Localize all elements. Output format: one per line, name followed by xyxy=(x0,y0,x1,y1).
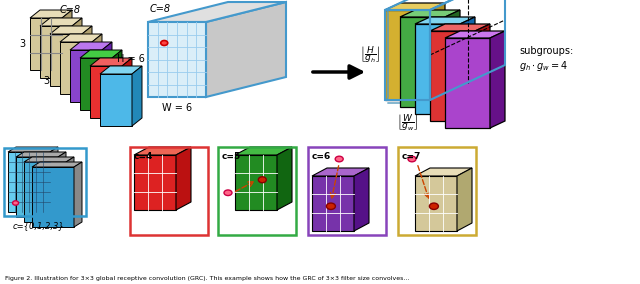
Polygon shape xyxy=(475,24,490,121)
Polygon shape xyxy=(70,50,102,102)
Polygon shape xyxy=(70,42,112,50)
Text: 3: 3 xyxy=(43,76,49,86)
Polygon shape xyxy=(400,10,460,17)
Polygon shape xyxy=(72,18,82,78)
Polygon shape xyxy=(312,168,369,176)
Text: $\left\lfloor \dfrac{H}{g_h} \right\rfloor$: $\left\lfloor \dfrac{H}{g_h} \right\rflo… xyxy=(360,45,380,65)
Polygon shape xyxy=(415,176,457,231)
Ellipse shape xyxy=(326,203,335,210)
Polygon shape xyxy=(32,162,82,167)
Ellipse shape xyxy=(408,156,416,162)
Text: W = 6: W = 6 xyxy=(162,103,192,113)
Polygon shape xyxy=(50,26,92,34)
Polygon shape xyxy=(457,168,472,231)
Ellipse shape xyxy=(13,201,19,205)
Text: c=6: c=6 xyxy=(312,152,332,161)
Polygon shape xyxy=(430,24,490,31)
Polygon shape xyxy=(102,42,112,102)
Text: $\left\lfloor \dfrac{W}{g_w} \right\rfloor$: $\left\lfloor \dfrac{W}{g_w} \right\rflo… xyxy=(397,112,418,133)
Polygon shape xyxy=(62,10,72,70)
Ellipse shape xyxy=(259,177,266,183)
Polygon shape xyxy=(40,18,82,26)
Polygon shape xyxy=(32,167,74,227)
Ellipse shape xyxy=(335,156,343,162)
Polygon shape xyxy=(16,152,66,157)
Polygon shape xyxy=(277,147,292,210)
Polygon shape xyxy=(460,17,475,114)
Text: c=4: c=4 xyxy=(134,152,154,161)
Polygon shape xyxy=(235,147,292,155)
Polygon shape xyxy=(445,31,505,38)
Polygon shape xyxy=(400,17,445,107)
Polygon shape xyxy=(50,147,58,212)
Text: c=5: c=5 xyxy=(222,152,241,161)
Polygon shape xyxy=(112,50,122,110)
Polygon shape xyxy=(24,162,66,222)
Ellipse shape xyxy=(161,41,168,45)
Polygon shape xyxy=(148,2,286,22)
Polygon shape xyxy=(132,66,142,126)
Text: H = 6: H = 6 xyxy=(117,55,145,64)
Text: c=7: c=7 xyxy=(402,152,421,161)
Polygon shape xyxy=(50,34,82,86)
Polygon shape xyxy=(354,168,369,231)
Polygon shape xyxy=(490,31,505,128)
Polygon shape xyxy=(80,58,112,110)
Polygon shape xyxy=(148,22,206,97)
Polygon shape xyxy=(90,66,122,118)
Polygon shape xyxy=(430,3,445,100)
Polygon shape xyxy=(80,50,122,58)
Polygon shape xyxy=(445,10,460,107)
Polygon shape xyxy=(122,58,132,118)
Polygon shape xyxy=(415,24,460,114)
Polygon shape xyxy=(8,147,58,152)
Polygon shape xyxy=(385,3,445,10)
Ellipse shape xyxy=(429,203,438,210)
Polygon shape xyxy=(235,155,277,210)
Polygon shape xyxy=(8,152,50,212)
Polygon shape xyxy=(30,10,72,18)
Polygon shape xyxy=(134,147,191,155)
Polygon shape xyxy=(385,10,430,100)
Polygon shape xyxy=(24,157,74,162)
Polygon shape xyxy=(90,58,132,66)
Polygon shape xyxy=(430,31,475,121)
Polygon shape xyxy=(445,38,490,128)
Polygon shape xyxy=(415,17,475,24)
Polygon shape xyxy=(30,18,62,70)
Text: c={0,1,2,3}: c={0,1,2,3} xyxy=(13,221,65,230)
Polygon shape xyxy=(82,26,92,86)
Polygon shape xyxy=(66,157,74,222)
Polygon shape xyxy=(100,66,142,74)
Text: Figure 2. Illustration for 3×3 global receptive convolution (GRC). This example : Figure 2. Illustration for 3×3 global re… xyxy=(5,276,410,281)
Text: 3: 3 xyxy=(19,39,25,49)
Polygon shape xyxy=(100,74,132,126)
Text: subgroups:: subgroups: xyxy=(519,45,573,55)
Polygon shape xyxy=(134,155,176,210)
Polygon shape xyxy=(206,2,286,97)
Polygon shape xyxy=(60,42,92,94)
Text: C=8: C=8 xyxy=(150,4,171,14)
Polygon shape xyxy=(74,162,82,227)
Polygon shape xyxy=(415,168,472,176)
Polygon shape xyxy=(58,152,66,217)
Text: C=8: C=8 xyxy=(60,5,81,15)
Polygon shape xyxy=(312,176,354,231)
Polygon shape xyxy=(60,34,102,42)
Polygon shape xyxy=(176,147,191,210)
Polygon shape xyxy=(16,157,58,217)
Text: $g_h \cdot g_w = 4$: $g_h \cdot g_w = 4$ xyxy=(519,59,568,73)
Ellipse shape xyxy=(224,190,232,196)
Polygon shape xyxy=(40,26,72,78)
Polygon shape xyxy=(92,34,102,94)
